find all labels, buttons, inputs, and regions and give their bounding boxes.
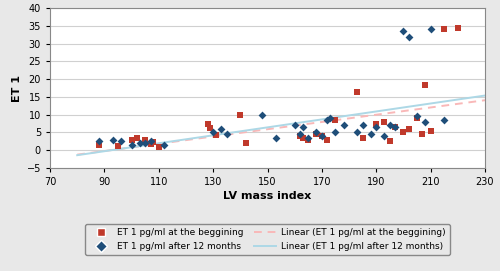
Legend: ET 1 pg/ml at the beggining, ET 1 pg/ml after 12 months, Linear (ET 1 pg/ml at t: ET 1 pg/ml at the beggining, ET 1 pg/ml … (85, 224, 450, 255)
Point (299, 125, 307, 129)
Point (108, 138, 116, 143)
Point (95, 139, 103, 144)
Point (380, 120, 388, 124)
Point (413, 116, 421, 120)
Point (386, 139, 394, 144)
Point (236, 112, 244, 117)
Point (332, 118, 340, 122)
Point (421, 82, 429, 87)
Point (426, 27, 434, 32)
Point (116, 139, 124, 144)
Point (392, 125, 400, 129)
Point (440, 118, 448, 122)
Point (312, 130, 320, 135)
Point (426, 128, 434, 133)
Point (209, 130, 217, 135)
Point (358, 123, 366, 128)
Point (353, 130, 361, 135)
Point (141, 137, 149, 142)
Point (136, 141, 143, 145)
Point (160, 143, 168, 147)
Point (440, 27, 448, 32)
Point (421, 120, 429, 124)
Point (114, 144, 122, 148)
Point (413, 114, 421, 119)
Point (204, 121, 212, 126)
Point (304, 137, 312, 142)
Point (372, 121, 380, 126)
Point (155, 144, 163, 149)
Point (380, 134, 388, 138)
Point (405, 127, 413, 131)
Point (296, 134, 304, 138)
Point (386, 123, 394, 128)
Point (222, 132, 230, 136)
Point (128, 138, 136, 143)
Point (304, 136, 312, 140)
Point (332, 130, 340, 135)
Point (299, 136, 307, 140)
Point (296, 132, 304, 136)
Point (358, 136, 366, 140)
Point (212, 133, 220, 137)
Point (95, 143, 103, 147)
Point (392, 125, 400, 129)
Point (400, 29, 407, 33)
Point (367, 132, 375, 136)
Point (340, 123, 347, 128)
Point (141, 141, 149, 145)
Point (324, 137, 332, 142)
Point (318, 134, 326, 138)
Point (133, 136, 141, 140)
Point (146, 139, 154, 144)
Point (206, 126, 214, 130)
Point (272, 136, 280, 140)
Point (326, 116, 334, 120)
X-axis label: LV mass index: LV mass index (224, 191, 312, 201)
Point (312, 132, 320, 136)
Point (290, 123, 298, 128)
Point (405, 34, 413, 39)
Point (372, 125, 380, 129)
Point (150, 140, 158, 145)
Point (418, 132, 426, 136)
Point (454, 25, 462, 30)
Point (146, 142, 154, 146)
Point (128, 143, 136, 147)
Point (218, 127, 226, 131)
Y-axis label: ET 1: ET 1 (12, 75, 22, 102)
Point (318, 134, 326, 138)
Point (242, 141, 250, 145)
Point (353, 89, 361, 94)
Point (324, 118, 332, 122)
Point (400, 130, 407, 135)
Point (258, 112, 266, 117)
